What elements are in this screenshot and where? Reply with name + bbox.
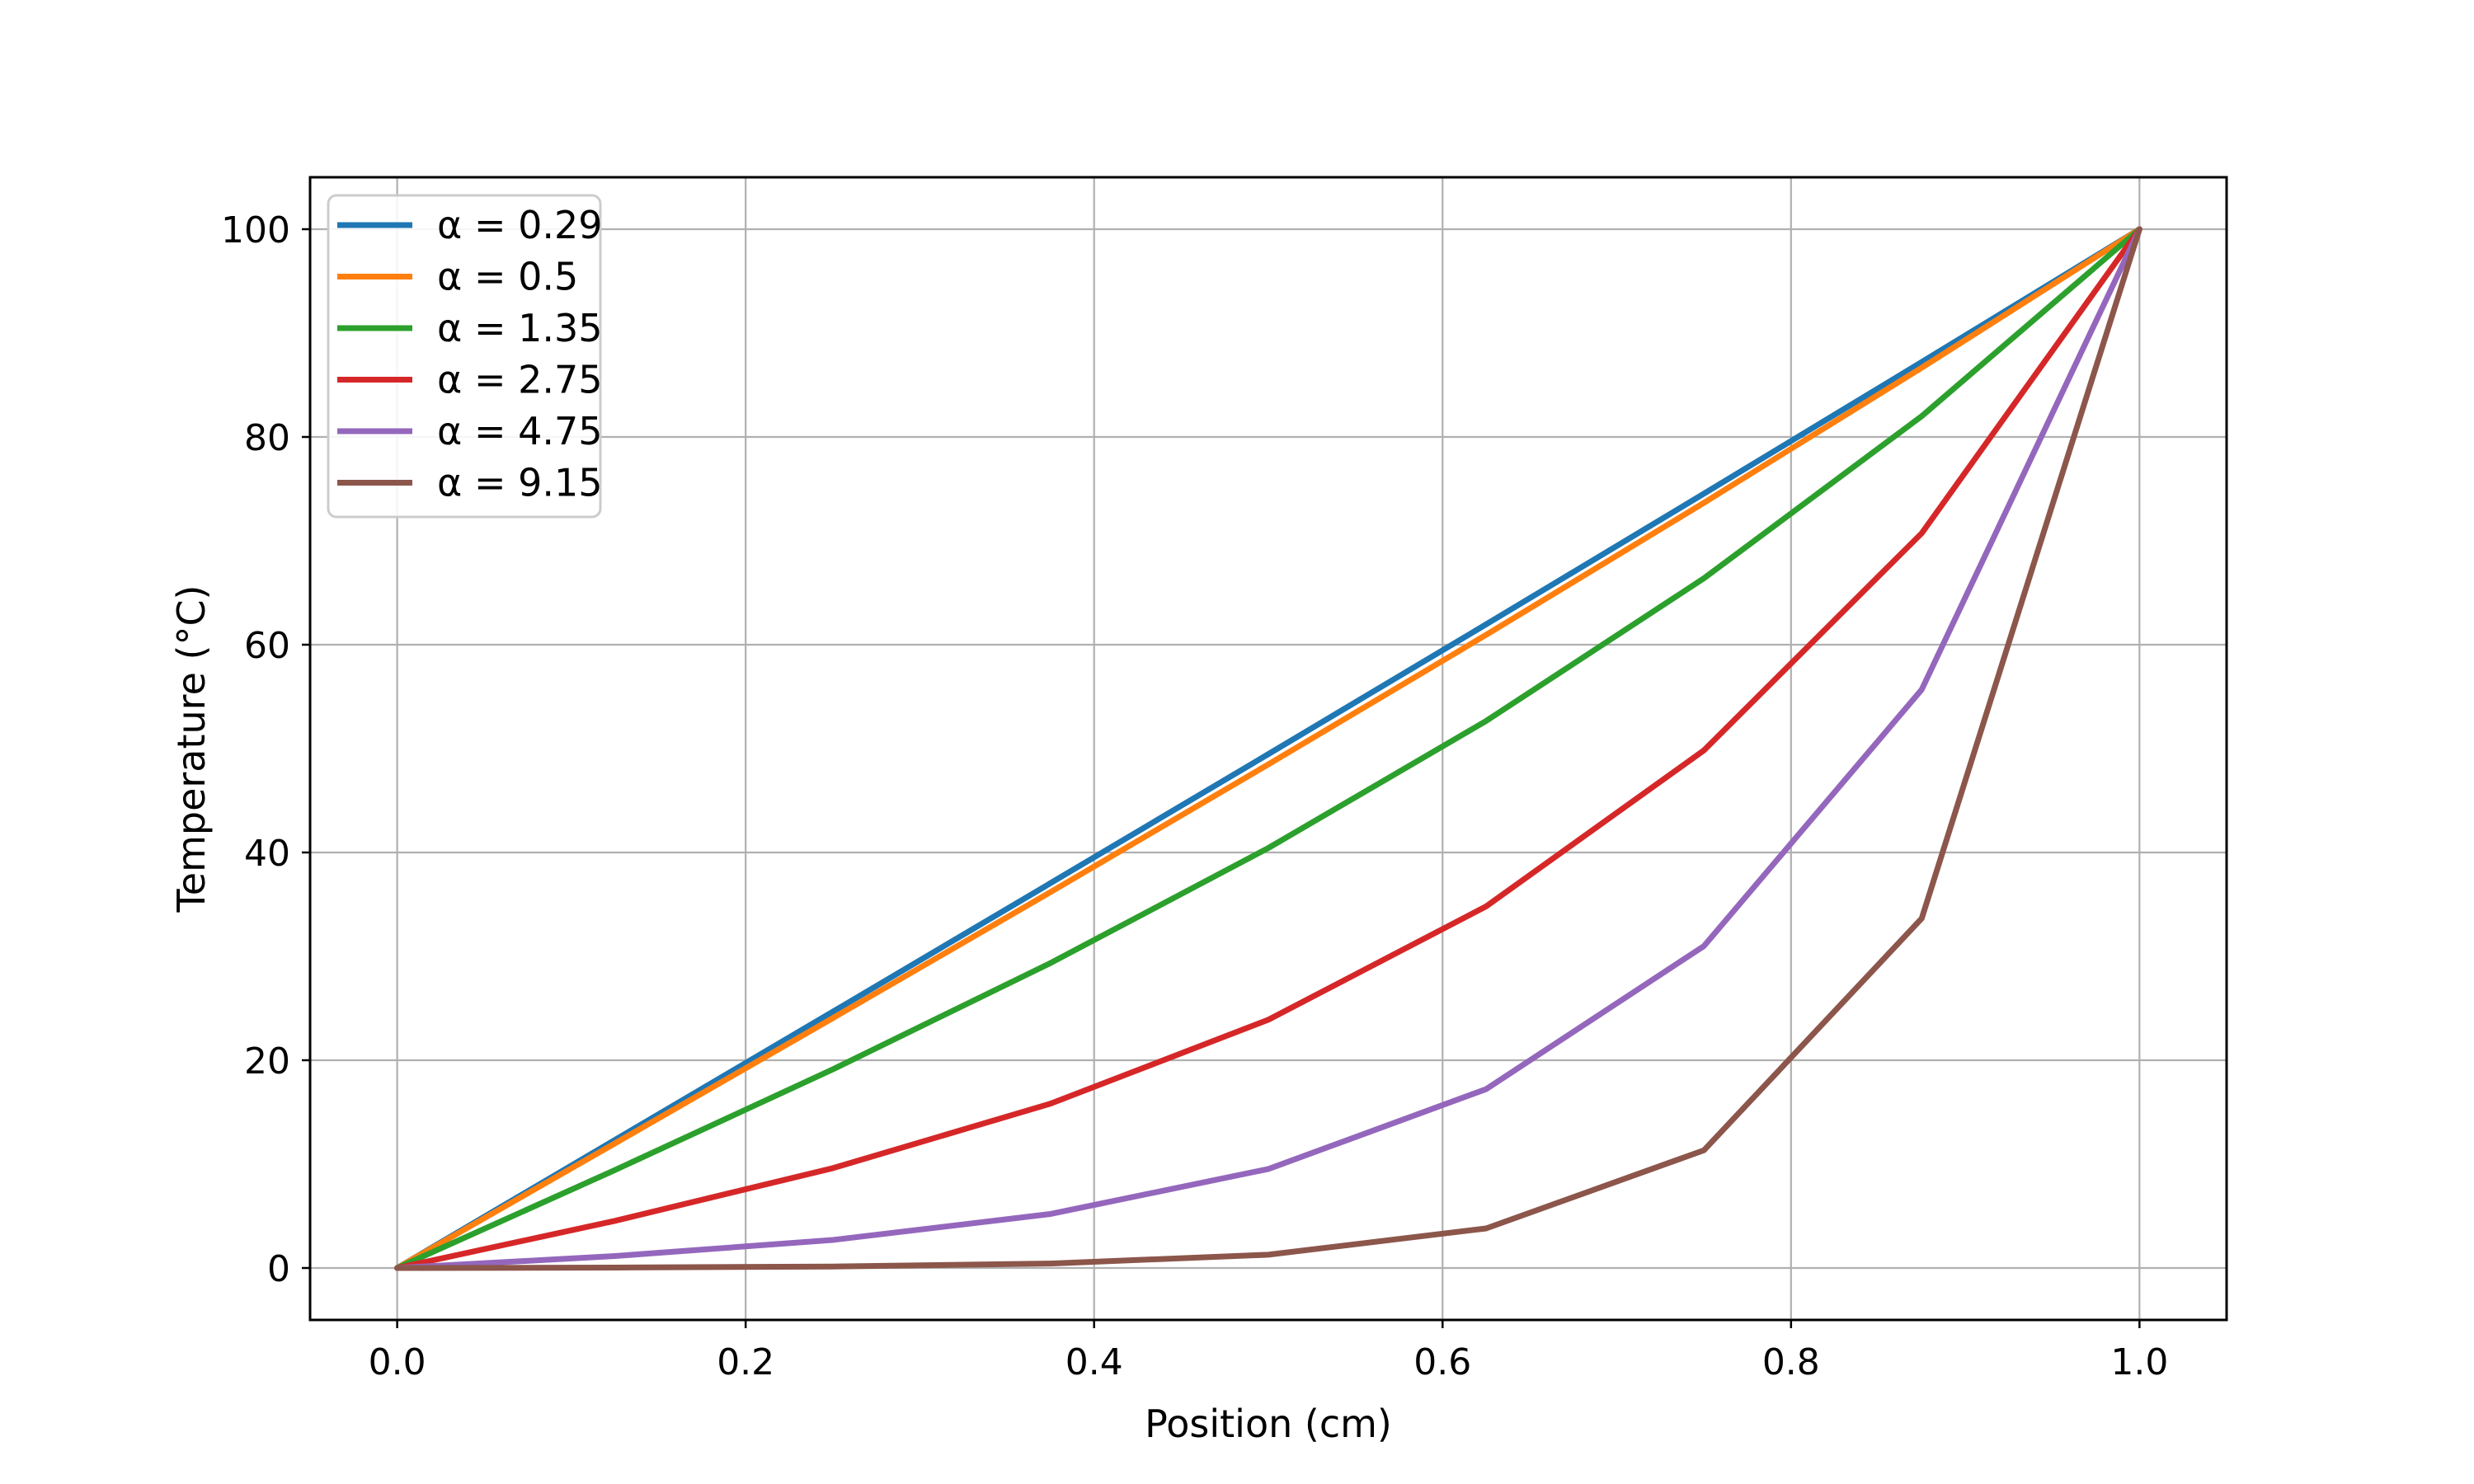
series-line-alpha-9.15 (394, 226, 2142, 1271)
legend-label-alpha-0.5: α = 0.5 (437, 255, 578, 299)
legend-label-alpha-2.75: α = 2.75 (437, 358, 603, 402)
y-axis-label: Temperature (°C) (169, 585, 214, 913)
legend-label-alpha-0.29: α = 0.29 (437, 203, 603, 247)
y-tick-label-2: 40 (244, 833, 290, 875)
x-tick-label-2: 0.4 (1065, 1341, 1123, 1383)
y-tick-label-0: 0 (267, 1248, 290, 1290)
series-line-alpha-2.75 (394, 226, 2142, 1271)
x-tick-label-4: 0.8 (1762, 1341, 1820, 1383)
legend-label-alpha-4.75: α = 4.75 (437, 409, 603, 453)
x-tick-label-0: 0.0 (369, 1341, 426, 1383)
legend-label-alpha-1.35: α = 1.35 (437, 306, 603, 350)
legend-label-alpha-9.15: α = 9.15 (437, 461, 603, 505)
axes-spines (308, 176, 2228, 1322)
x-tick-label-5: 1.0 (2110, 1341, 2168, 1383)
series-line-alpha-0.5 (394, 226, 2142, 1271)
y-tick-label-4: 80 (244, 417, 290, 459)
x-axis-label: Position (cm) (1145, 1402, 1392, 1446)
y-tick-label-1: 20 (244, 1040, 290, 1082)
y-tick-label-5: 100 (221, 209, 290, 251)
x-tick-label-1: 0.2 (717, 1341, 774, 1383)
x-tick-label-3: 0.6 (1413, 1341, 1471, 1383)
series-line-alpha-4.75 (394, 226, 2142, 1271)
y-tick-label-3: 60 (244, 625, 290, 667)
series-line-alpha-1.35 (394, 226, 2142, 1271)
series-line-alpha-0.29 (394, 226, 2142, 1271)
